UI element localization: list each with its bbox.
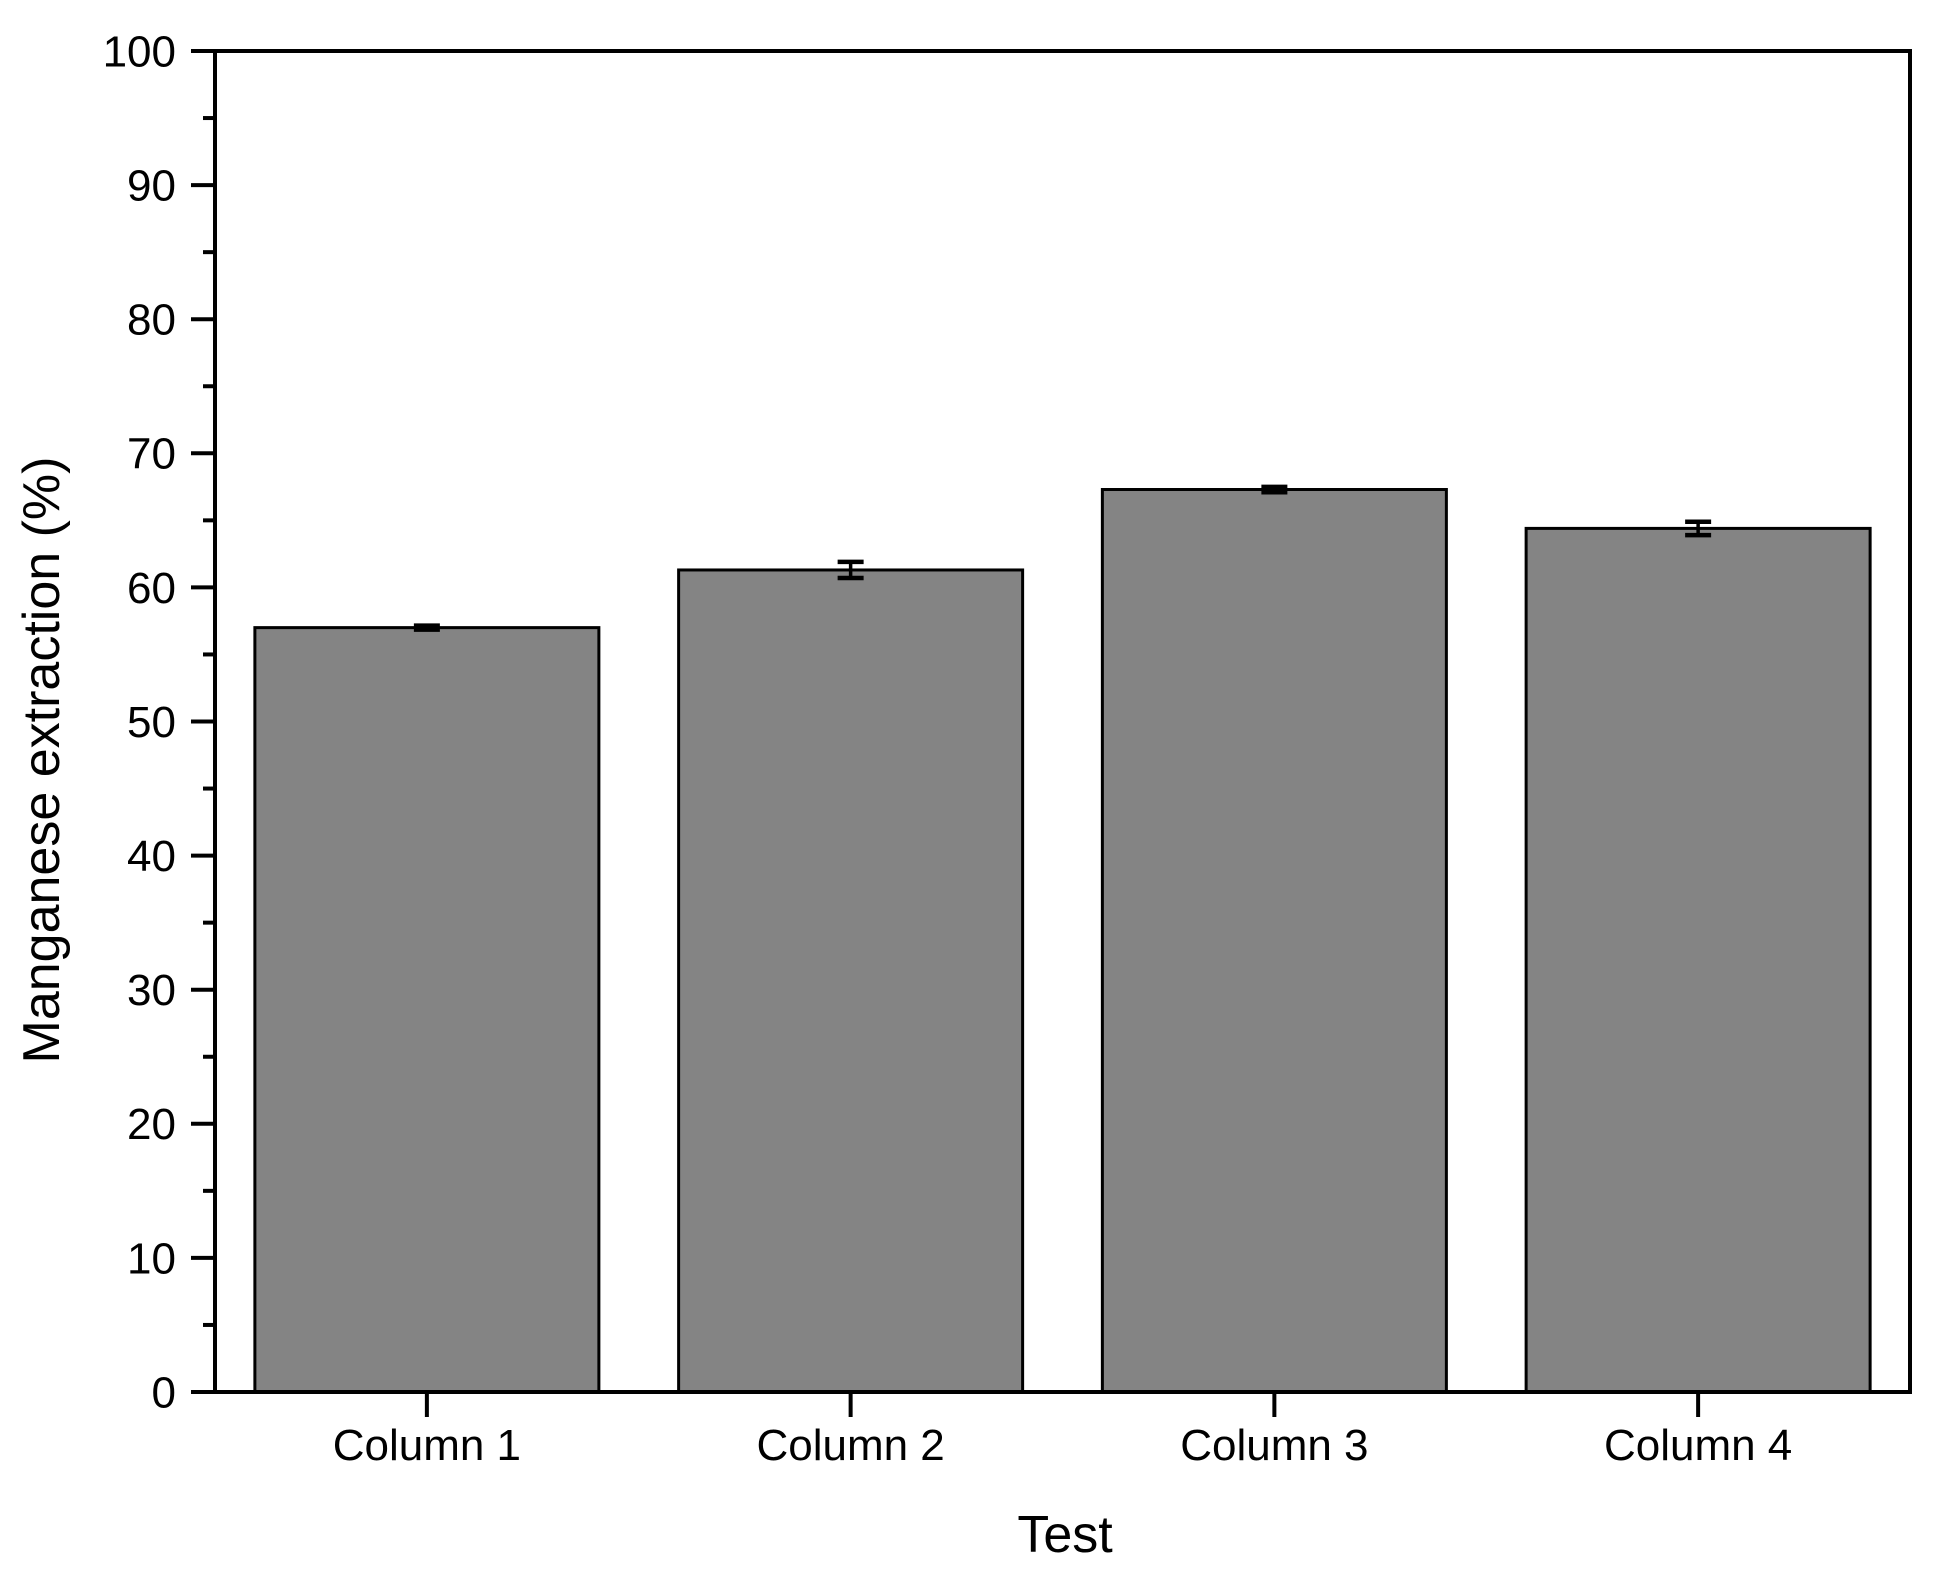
x-category-label: Column 4 bbox=[1604, 1421, 1792, 1470]
bar-column-1 bbox=[253, 626, 601, 1394]
x-axis-title: Test bbox=[1017, 1506, 1113, 1564]
y-tick-label: 100 bbox=[103, 27, 176, 76]
bar-column-4 bbox=[1524, 526, 1872, 1394]
y-axis-title: Manganese extraction (%) bbox=[13, 456, 71, 1064]
y-tick-label: 80 bbox=[127, 296, 176, 345]
y-tick-label: 0 bbox=[152, 1368, 176, 1417]
y-tick-label: 20 bbox=[127, 1100, 176, 1149]
x-category-label: Column 1 bbox=[333, 1421, 521, 1470]
y-tick-label: 70 bbox=[127, 430, 176, 479]
y-tick-label: 40 bbox=[127, 832, 176, 881]
y-tick-label: 50 bbox=[127, 698, 176, 747]
x-category-label: Column 3 bbox=[1180, 1421, 1368, 1470]
x-category-label: Column 2 bbox=[756, 1421, 944, 1470]
plot-border bbox=[213, 49, 1912, 1394]
y-tick-label: 10 bbox=[127, 1234, 176, 1283]
y-tick-label: 60 bbox=[127, 564, 176, 613]
bar-column-3 bbox=[1100, 488, 1448, 1394]
y-tick-label: 30 bbox=[127, 966, 176, 1015]
y-tick-label: 90 bbox=[127, 162, 176, 211]
bar-column-2 bbox=[677, 568, 1025, 1394]
